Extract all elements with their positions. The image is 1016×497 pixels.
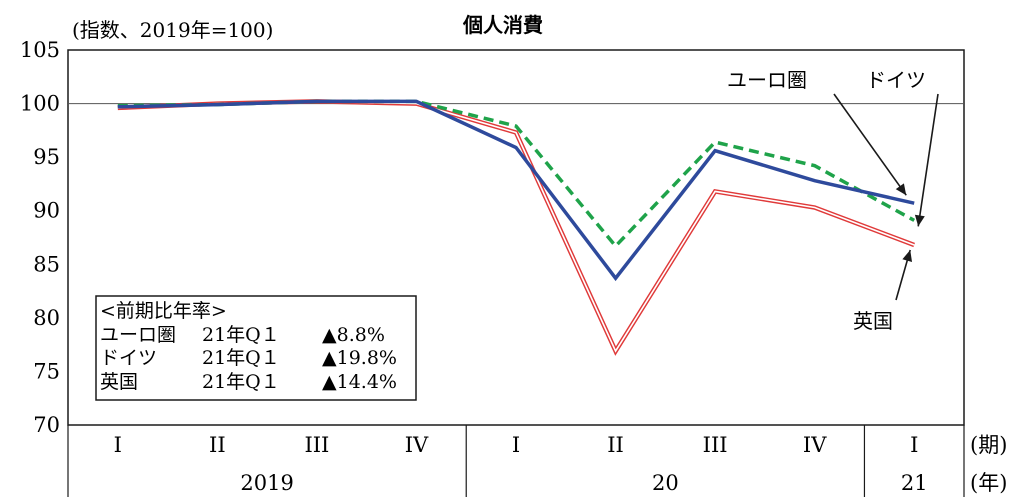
arrow-uk-head xyxy=(902,250,913,262)
arrow-germany xyxy=(917,93,939,227)
legend-row-name: 英国 xyxy=(100,371,138,393)
arrow-eurozone-head xyxy=(895,183,907,196)
year-axis-label: (年) xyxy=(970,471,1007,495)
arrow-germany-head xyxy=(914,214,925,227)
series-label-germany: ドイツ xyxy=(866,68,926,92)
legend-row-value: ▲19.8% xyxy=(322,347,397,369)
y-tick-label: 70 xyxy=(33,413,60,437)
year-label: 21 xyxy=(901,471,928,495)
x-tick-label: IV xyxy=(803,433,827,457)
legend-row-value: ▲14.4% xyxy=(322,371,397,393)
x-tick-label: III xyxy=(703,433,728,457)
chart-title: 個人消費 xyxy=(462,13,543,37)
x-tick-label: II xyxy=(209,433,226,457)
x-tick-label: I xyxy=(512,433,520,457)
y-tick-label: 85 xyxy=(33,252,60,276)
y-tick-label: 100 xyxy=(20,92,60,116)
year-label: 20 xyxy=(652,471,679,495)
y-axis-label: (指数、2019年=100) xyxy=(72,18,273,42)
x-tick-label: II xyxy=(607,433,624,457)
series-label-eurozone: ユーロ圏 xyxy=(727,68,807,92)
y-tick-label: 105 xyxy=(20,38,60,62)
y-tick-label: 95 xyxy=(33,145,60,169)
legend-row-period: 21年Q１ xyxy=(202,324,280,346)
legend-row-period: 21年Q１ xyxy=(202,371,280,393)
quarter-axis-label: (期) xyxy=(970,433,1007,457)
legend-row-value: ▲8.8% xyxy=(322,324,385,346)
legend-header: <前期比年率> xyxy=(100,300,227,322)
x-tick-label: IV xyxy=(405,433,429,457)
y-tick-label: 75 xyxy=(33,359,60,383)
legend-box: <前期比年率> ユーロ圏 21年Q１ ▲8.8% ドイツ 21年Q１ ▲19.8… xyxy=(95,295,417,401)
plot-frame xyxy=(67,49,965,426)
arrow-eurozone xyxy=(833,93,907,196)
year-label: 2019 xyxy=(240,471,293,495)
series-line-ユーロ圏 xyxy=(117,99,915,282)
legend-row-name: ドイツ xyxy=(100,347,157,369)
series-label-uk: 英国 xyxy=(853,309,893,333)
y-tick-label: 90 xyxy=(33,199,60,223)
legend-row-name: ユーロ圏 xyxy=(100,324,176,346)
y-tick-label: 80 xyxy=(33,306,60,330)
x-tick-label: I xyxy=(114,433,122,457)
legend-row-period: 21年Q１ xyxy=(202,347,280,369)
x-tick-label: I xyxy=(910,433,918,457)
x-tick-label: III xyxy=(304,433,329,457)
